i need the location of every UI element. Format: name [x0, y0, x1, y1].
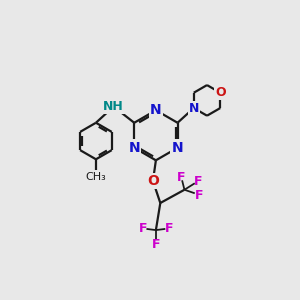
Text: F: F	[177, 171, 185, 184]
Text: F: F	[152, 238, 160, 251]
Text: N: N	[189, 101, 199, 115]
Text: F: F	[165, 222, 173, 235]
Text: NH: NH	[103, 100, 124, 113]
Text: CH₃: CH₃	[85, 172, 106, 182]
Text: O: O	[147, 174, 159, 188]
Text: N: N	[172, 141, 183, 155]
Text: F: F	[138, 222, 147, 235]
Text: F: F	[194, 175, 203, 188]
Text: N: N	[128, 141, 140, 155]
Text: O: O	[215, 86, 226, 99]
Text: F: F	[195, 188, 203, 202]
Text: N: N	[150, 103, 162, 117]
